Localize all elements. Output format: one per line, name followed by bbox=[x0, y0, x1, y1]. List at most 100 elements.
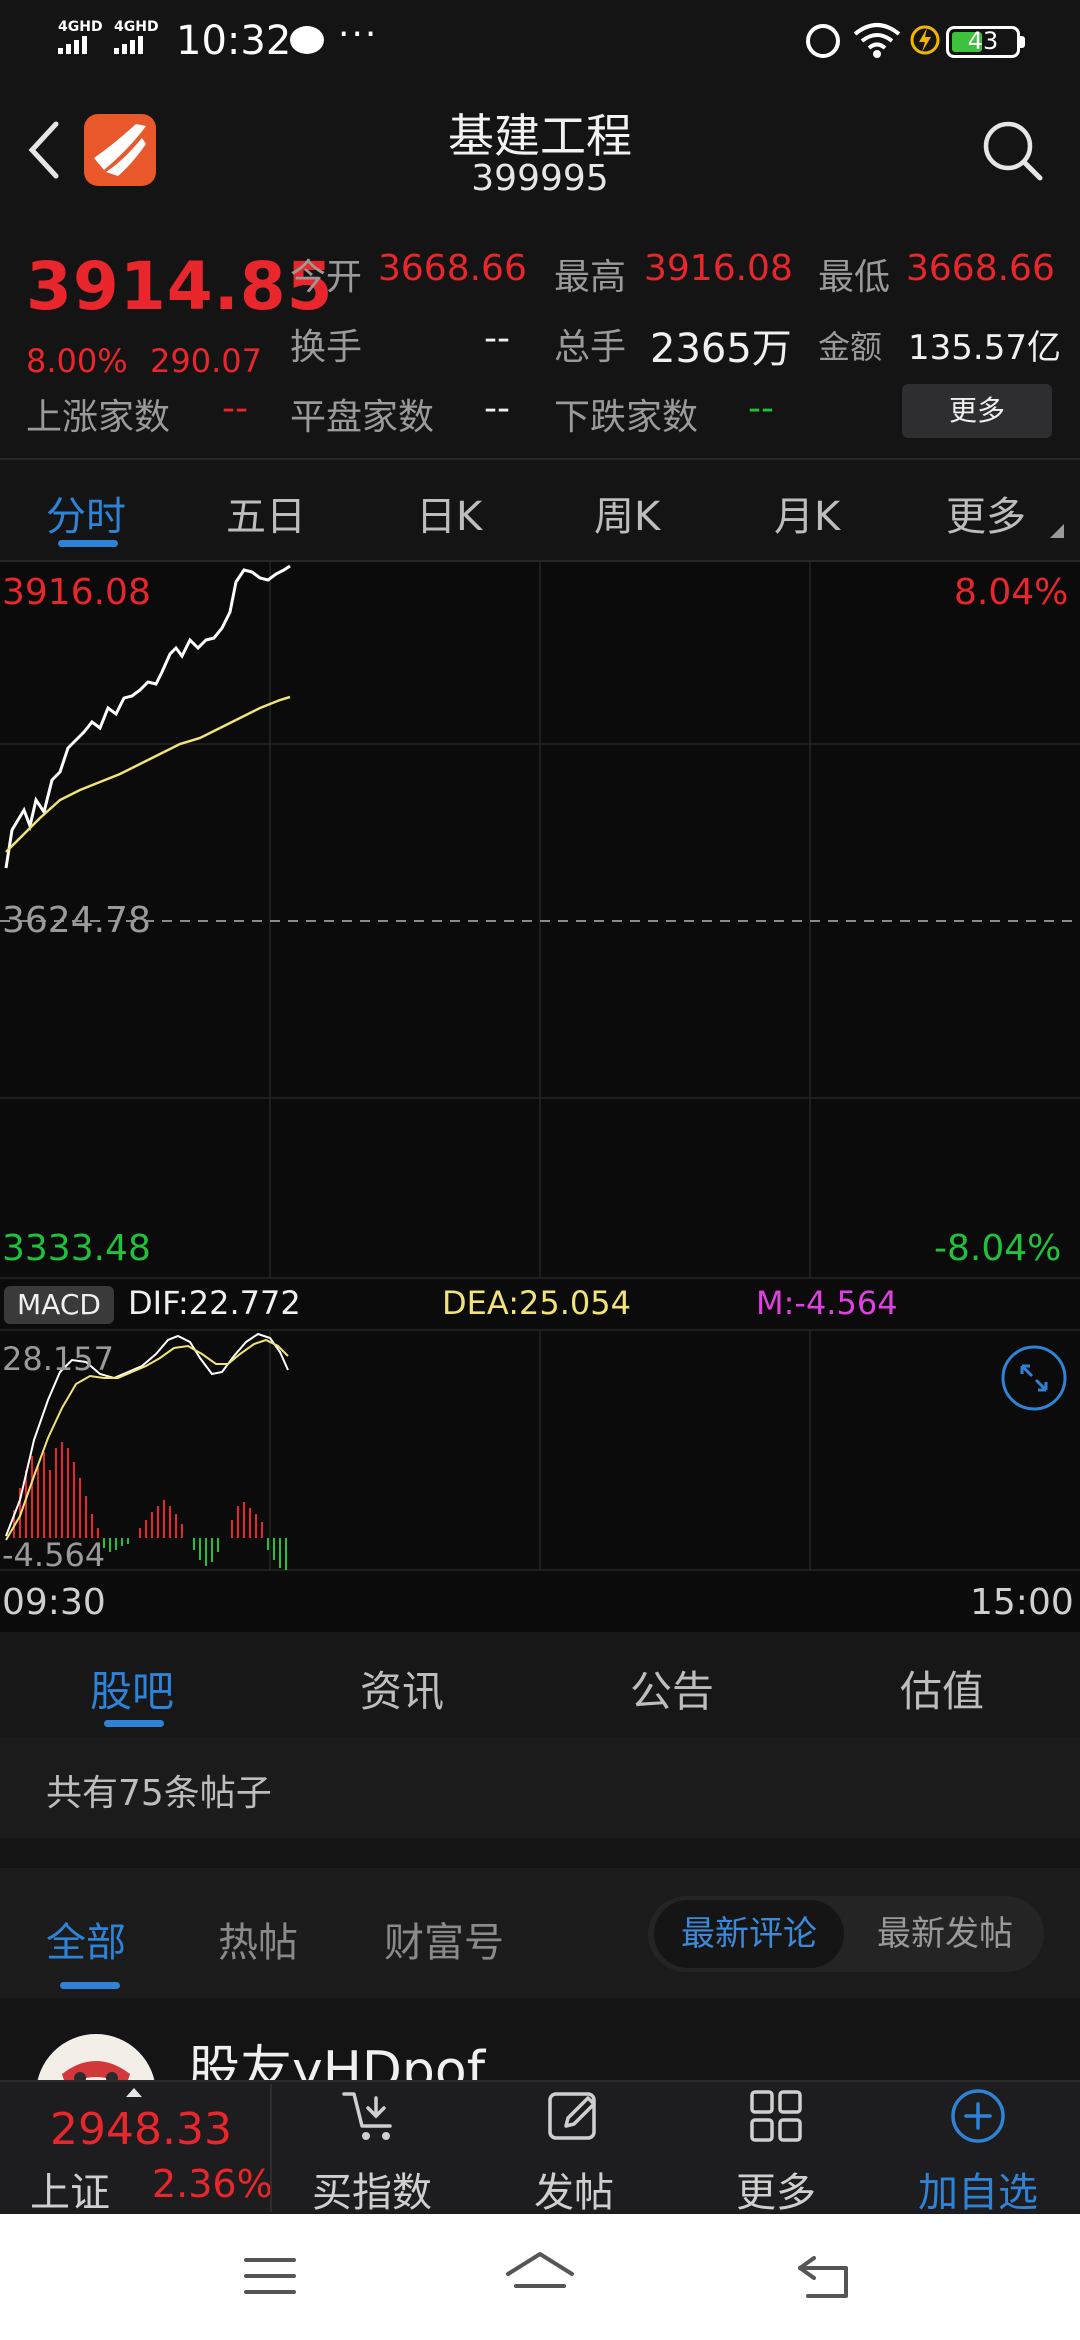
post-author[interactable]: 股友yHDpof bbox=[188, 2041, 486, 2080]
stock-code: 399995 bbox=[471, 158, 609, 199]
dif-line bbox=[5, 1332, 289, 1537]
wifi-icon bbox=[853, 23, 901, 58]
post-button[interactable]: 发帖 bbox=[534, 2170, 614, 2216]
home-icon[interactable] bbox=[504, 2250, 576, 2300]
unchanged-value: -- bbox=[484, 388, 510, 429]
grid-more-icon[interactable] bbox=[746, 2086, 806, 2146]
post-count-bar bbox=[0, 1738, 1080, 1838]
intraday-chart[interactable] bbox=[0, 562, 1080, 1632]
macd-min-label: -4.564 bbox=[2, 1536, 106, 1574]
macd-selector-bg bbox=[4, 1286, 114, 1324]
sim1-label: 4GHD bbox=[58, 19, 103, 35]
tab-monthly-k[interactable]: 月K bbox=[774, 494, 841, 540]
tab-five-day[interactable]: 五日 bbox=[226, 494, 306, 540]
post-item[interactable]: 股友yHDpof bbox=[0, 2000, 1080, 2080]
advancers-label: 上涨家数 bbox=[26, 397, 171, 438]
macd-max-label: 28.157 bbox=[2, 1340, 114, 1378]
search-icon[interactable] bbox=[980, 118, 1044, 182]
macd-m-value: M:-4.564 bbox=[756, 1284, 898, 1322]
low-label: 最低 bbox=[818, 257, 891, 298]
system-nav-bar bbox=[0, 2214, 1080, 2340]
battery-icon: 43 bbox=[946, 26, 1020, 58]
tab-announcements[interactable]: 公告 bbox=[630, 1667, 715, 1716]
decliners-label: 下跌家数 bbox=[554, 397, 699, 438]
time-start-label: 09:30 bbox=[2, 1582, 106, 1623]
tab-forum[interactable]: 股吧 bbox=[90, 1667, 175, 1716]
filter-fortune[interactable]: 财富号 bbox=[384, 1920, 504, 1966]
tab-more-periods[interactable]: 更多 bbox=[946, 494, 1026, 540]
cart-icon[interactable] bbox=[340, 2086, 400, 2146]
sort-latest-comment[interactable]: 最新评论 bbox=[654, 1900, 844, 1968]
battery-cap bbox=[1020, 36, 1025, 48]
clock: 10:32 bbox=[176, 18, 292, 64]
volume-value: 2365万 bbox=[650, 326, 792, 372]
back-arrow-icon[interactable] bbox=[24, 118, 64, 182]
index-expand-icon[interactable] bbox=[126, 2088, 142, 2097]
alarm-icon bbox=[806, 24, 840, 58]
more-button[interactable]: 更多 bbox=[736, 2170, 816, 2216]
index-name[interactable]: 上证 bbox=[30, 2170, 110, 2216]
pre-close-label: 3624.78 bbox=[2, 900, 151, 941]
page-title: 基建工程 bbox=[448, 109, 632, 163]
signal-sim2-icon: 4GHD bbox=[114, 20, 159, 54]
content-tab-bar bbox=[0, 1632, 1080, 1738]
tab-news[interactable]: 资讯 bbox=[360, 1667, 445, 1716]
filter-active-indicator bbox=[60, 1982, 120, 1989]
tab-intraday[interactable]: 分时 bbox=[46, 494, 126, 540]
open-label: 今开 bbox=[290, 257, 363, 298]
pct-min-label: -8.04% bbox=[934, 1228, 1062, 1269]
tab-active-indicator bbox=[58, 540, 118, 547]
pct-max-label: 8.04% bbox=[954, 572, 1069, 613]
filter-all[interactable]: 全部 bbox=[46, 1920, 126, 1966]
expand-chart-icon bbox=[1001, 1345, 1067, 1411]
index-change-percent[interactable]: 2.36% bbox=[152, 2162, 273, 2206]
divider bbox=[0, 560, 1080, 562]
index-price[interactable]: 2948.33 bbox=[50, 2104, 232, 2155]
change-amount: 290.07 bbox=[150, 342, 262, 380]
message-icon bbox=[290, 26, 324, 54]
quote-more-button[interactable]: 更多 bbox=[902, 384, 1052, 438]
low-value: 3668.66 bbox=[906, 248, 1055, 289]
divider bbox=[270, 2084, 272, 2212]
current-price: 3914.85 bbox=[26, 248, 334, 325]
macd-dea-value: DEA:25.054 bbox=[442, 1284, 631, 1322]
charging-icon bbox=[910, 25, 940, 55]
decliners-value: -- bbox=[748, 388, 774, 429]
amount-value: 135.57亿 bbox=[908, 328, 1061, 368]
status-bar: 4GHD 4GHD 10:32 ··· 43 bbox=[0, 0, 1080, 80]
edit-post-icon[interactable] bbox=[544, 2086, 604, 2146]
price-max-label: 3916.08 bbox=[2, 572, 151, 613]
tab-weekly-k[interactable]: 周K bbox=[594, 494, 661, 540]
advancers-value: -- bbox=[222, 388, 248, 429]
sort-latest-post[interactable]: 最新发帖 bbox=[877, 1914, 1013, 1954]
change-percent: 8.00% bbox=[26, 342, 128, 380]
tab-daily-k[interactable]: 日K bbox=[416, 494, 483, 540]
more-notifications-icon: ··· bbox=[338, 14, 379, 55]
unchanged-label: 平盘家数 bbox=[290, 397, 435, 438]
macd-selector[interactable]: MACD bbox=[17, 1288, 101, 1321]
high-value: 3916.08 bbox=[644, 248, 793, 289]
buy-index-button[interactable]: 买指数 bbox=[312, 2170, 432, 2216]
high-label: 最高 bbox=[554, 257, 627, 298]
back-nav-icon[interactable] bbox=[796, 2254, 852, 2300]
price-min-label: 3333.48 bbox=[2, 1228, 151, 1269]
dropdown-corner-icon bbox=[1050, 524, 1064, 538]
open-value: 3668.66 bbox=[378, 248, 527, 289]
post-count: 共有75条帖子 bbox=[46, 1773, 272, 1814]
turnover-label: 换手 bbox=[290, 327, 363, 368]
battery-level: 43 bbox=[967, 27, 999, 55]
sim2-label: 4GHD bbox=[114, 19, 159, 35]
tab-valuation[interactable]: 估值 bbox=[900, 1667, 985, 1716]
macd-dif-value: DIF:22.772 bbox=[128, 1284, 301, 1322]
average-line bbox=[5, 695, 291, 853]
turnover-value: -- bbox=[484, 318, 510, 359]
volume-label: 总手 bbox=[554, 327, 627, 368]
bottom-toolbar bbox=[0, 2080, 1080, 2214]
time-end-label: 15:00 bbox=[970, 1582, 1074, 1623]
add-circle-icon[interactable] bbox=[948, 2086, 1008, 2146]
filter-hot[interactable]: 热帖 bbox=[218, 1920, 298, 1966]
add-to-watchlist-button[interactable]: 加自选 bbox=[918, 2170, 1038, 2216]
dea-line bbox=[5, 1338, 289, 1541]
app-logo-icon bbox=[84, 114, 156, 186]
menu-icon[interactable] bbox=[244, 2256, 296, 2296]
